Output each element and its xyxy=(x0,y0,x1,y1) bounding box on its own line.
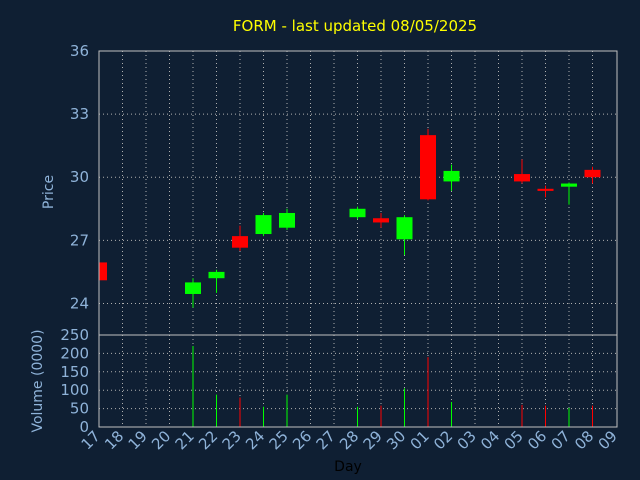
candle-body xyxy=(538,189,554,191)
price-tick-label: 33 xyxy=(70,105,89,123)
x-tick-label: 25 xyxy=(266,427,292,453)
x-tick-label: 29 xyxy=(360,427,386,453)
candle xyxy=(538,186,554,198)
volume-axis-label: Volume (0000) xyxy=(30,329,46,432)
candle xyxy=(209,270,225,293)
x-tick-label: 06 xyxy=(524,427,550,453)
candle-body xyxy=(99,262,107,280)
x-tick-label: 28 xyxy=(336,427,362,453)
candle xyxy=(256,213,272,236)
x-tick-label: 03 xyxy=(454,427,480,453)
candle-body xyxy=(256,215,272,234)
price-plot-frame xyxy=(99,51,617,335)
x-tick-label: 30 xyxy=(383,427,409,453)
candle xyxy=(232,226,248,251)
candle xyxy=(444,165,460,191)
x-tick-label: 01 xyxy=(407,427,433,453)
price-tick-label: 30 xyxy=(70,168,89,186)
candle xyxy=(514,159,530,183)
candle-body xyxy=(561,184,577,187)
price-axis-label: Price xyxy=(41,175,57,209)
x-tick-label: 22 xyxy=(195,427,221,453)
price-tick-label: 24 xyxy=(70,294,89,312)
x-tick-label: 24 xyxy=(242,427,268,453)
x-tick-label: 20 xyxy=(148,427,174,453)
candle xyxy=(373,213,389,228)
candle-body xyxy=(279,213,295,228)
x-tick-label: 21 xyxy=(172,427,198,453)
volume-tick-label: 50 xyxy=(70,400,89,418)
candle-body xyxy=(397,217,413,239)
candle xyxy=(585,167,601,184)
x-tick-label: 04 xyxy=(477,427,503,453)
candle-body xyxy=(420,135,436,199)
candle-body xyxy=(232,236,248,248)
candle xyxy=(397,215,413,255)
candle-body xyxy=(350,209,366,217)
price-tick-label: 27 xyxy=(70,231,89,249)
volume-tick-label: 100 xyxy=(60,381,89,399)
x-tick-label: 18 xyxy=(101,427,127,453)
candle-body xyxy=(185,282,201,294)
candle-body xyxy=(209,272,225,278)
x-tick-label: 02 xyxy=(430,427,456,453)
candle-body xyxy=(373,218,389,222)
candle xyxy=(561,182,577,204)
x-tick-label: 23 xyxy=(219,427,245,453)
candle-body xyxy=(585,170,601,177)
chart-title: FORM - last updated 08/05/2025 xyxy=(233,17,477,35)
x-tick-label: 08 xyxy=(571,427,597,453)
x-tick-label: 27 xyxy=(313,427,339,453)
candle xyxy=(350,207,366,220)
volume-tick-label: 250 xyxy=(60,326,89,344)
volume-tick-label: 150 xyxy=(60,363,89,381)
x-tick-label: 07 xyxy=(548,427,574,453)
candle xyxy=(279,209,295,230)
x-tick-label: 09 xyxy=(595,427,621,453)
x-tick-label: 05 xyxy=(501,427,527,453)
x-tick-label: 26 xyxy=(289,427,315,453)
candle xyxy=(99,262,107,280)
x-axis-label: Day xyxy=(334,459,362,475)
x-tick-label: 19 xyxy=(125,427,151,453)
price-tick-label: 36 xyxy=(70,42,89,60)
volume-tick-label: 200 xyxy=(60,344,89,362)
candle-body xyxy=(514,174,530,181)
candle xyxy=(420,129,436,201)
candle-body xyxy=(444,171,460,182)
